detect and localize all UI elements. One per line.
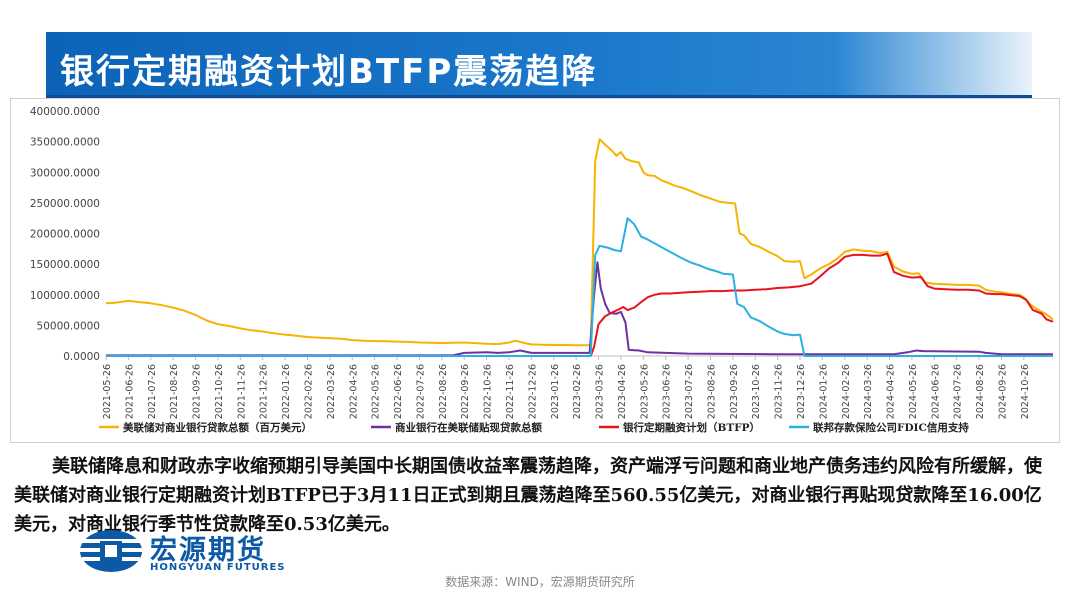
y-tick-label: 100000.0000	[30, 290, 100, 302]
x-tick-label: 2023-02-26	[572, 364, 583, 419]
x-tick-label: 2021-09-26	[192, 364, 203, 419]
x-tick-label: 2022-04-26	[348, 364, 359, 419]
y-tick-label: 150000.0000	[30, 259, 100, 271]
title-banner: 银行定期融资计划BTFP震荡趋降	[46, 32, 1032, 98]
y-tick-label: 50000.0000	[37, 320, 100, 332]
y-tick-label: 300000.0000	[30, 167, 100, 179]
x-tick-label: 2022-07-26	[415, 364, 426, 419]
x-tick-label: 2022-01-26	[281, 364, 292, 419]
y-tick-label: 0.0000	[63, 351, 100, 363]
x-tick-label: 2022-03-26	[326, 364, 337, 419]
legend-label: 银行定期融资计划（BTFP）	[623, 421, 760, 434]
x-tick-label: 2021-10-26	[214, 364, 225, 419]
x-tick-label: 2022-12-26	[527, 364, 538, 419]
x-tick-label: 2021-06-26	[124, 364, 135, 419]
x-tick-label: 2024-03-26	[863, 364, 874, 419]
x-tick-label: 2022-11-26	[505, 364, 516, 419]
x-tick-label: 2024-08-26	[975, 364, 986, 419]
series-line-3	[106, 217, 1053, 357]
series-line-1	[106, 261, 1053, 357]
x-tick-label: 2022-05-26	[371, 364, 382, 419]
x-tick-label: 2022-09-26	[460, 364, 471, 419]
x-tick-label: 2023-03-26	[595, 364, 606, 419]
company-logo: 宏源期货 HONGYUAN FUTURES	[78, 528, 318, 576]
y-tick-label: 200000.0000	[30, 229, 100, 241]
analysis-paragraph: 美联储降息和财政赤字收缩预期引导美国中长期国债收益率震荡趋降，资产端浮亏问题和商…	[14, 456, 1042, 535]
logo-chinese-name: 宏源期货	[150, 535, 266, 566]
x-tick-label: 2023-08-26	[706, 364, 717, 419]
chart-frame: 0.0000 50000.0000 100000.0000 150000.0000 20…	[10, 98, 1060, 443]
x-tick-label: 2023-10-26	[751, 364, 762, 419]
y-tick-label: 400000.0000	[30, 106, 100, 118]
y-tick-label: 250000.0000	[30, 198, 100, 210]
x-tick-label: 2022-10-26	[483, 364, 494, 419]
x-tick-label: 2024-02-26	[841, 364, 852, 419]
logo-english-name: HONGYUAN FUTURES	[150, 562, 286, 573]
data-source-note: 数据来源：WIND，宏源期货研究所	[445, 575, 635, 589]
x-tick-label: 2023-01-26	[550, 364, 561, 419]
y-tick-label: 350000.0000	[30, 137, 100, 149]
x-tick-label: 2021-05-26	[102, 364, 113, 419]
x-tick-label: 2023-12-26	[796, 364, 807, 419]
hongyuan-logo-icon	[80, 530, 142, 572]
x-tick-label: 2021-12-26	[259, 364, 270, 419]
x-tick-label: 2024-09-26	[998, 364, 1009, 419]
legend-label: 美联储对商业银行贷款总额（百万美元）	[123, 421, 312, 434]
x-tick-label: 2023-07-26	[684, 364, 695, 419]
x-tick-label: 2023-05-26	[639, 364, 650, 419]
series-line-0	[105, 138, 1054, 347]
x-tick-label: 2024-10-26	[1020, 364, 1031, 419]
legend-label: 联邦存款保险公司FDIC信用支持	[813, 421, 969, 434]
x-tick-label: 2022-06-26	[393, 364, 404, 419]
x-tick-label: 2024-05-26	[908, 364, 919, 419]
x-tick-label: 2023-04-26	[617, 364, 628, 419]
x-tick-label: 2021-11-26	[236, 364, 247, 419]
x-tick-label: 2022-02-26	[303, 364, 314, 419]
line-chart: 0.0000 50000.0000 100000.0000 150000.0000 20…	[30, 106, 1054, 434]
x-tick-label: 2023-09-26	[729, 364, 740, 419]
x-tick-label: 2024-04-26	[886, 364, 897, 419]
x-tick-label: 2023-06-26	[662, 364, 673, 419]
x-tick-label: 2023-11-26	[774, 364, 785, 419]
legend-label: 商业银行在美联储贴现贷款总额	[395, 421, 542, 434]
x-tick-label: 2021-08-26	[169, 364, 180, 419]
series-line-2	[589, 252, 1054, 357]
x-tick-label: 2024-06-26	[930, 364, 941, 419]
page-title: 银行定期融资计划BTFP震荡趋降	[60, 52, 598, 92]
x-tick-label: 2024-01-26	[818, 364, 829, 419]
x-tick-label: 2022-08-26	[438, 364, 449, 419]
x-tick-label: 2024-07-26	[953, 364, 964, 419]
x-tick-label: 2021-07-26	[147, 364, 158, 419]
